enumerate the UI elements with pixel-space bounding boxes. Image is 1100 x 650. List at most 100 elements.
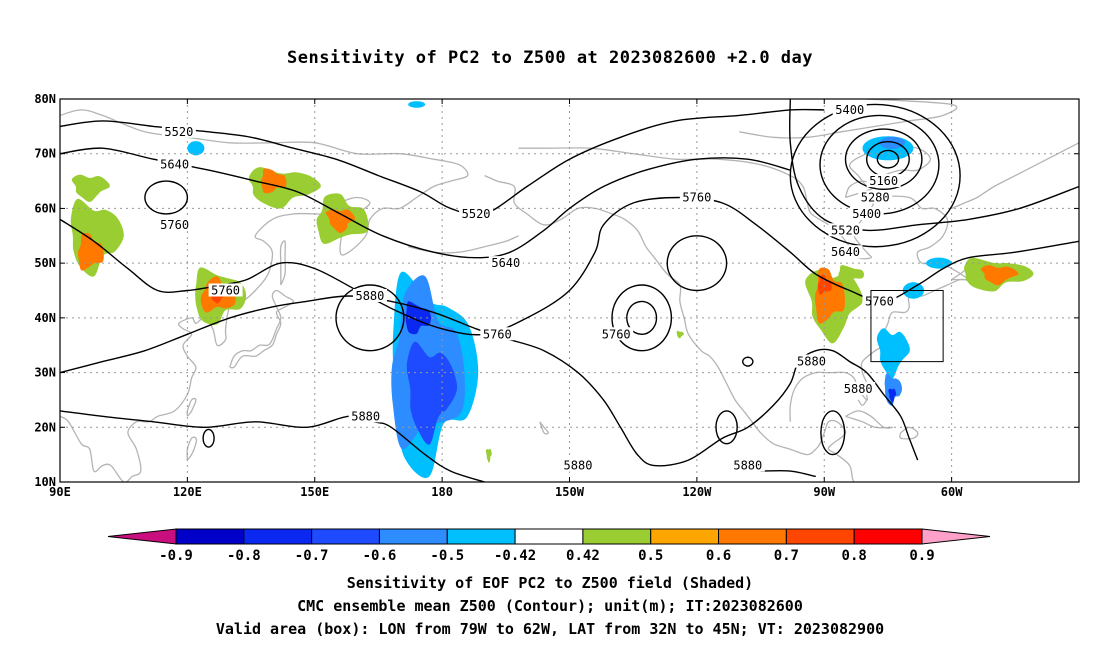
lat-label: 50N	[34, 256, 56, 270]
shade-blue	[406, 341, 458, 445]
lat-label: 40N	[34, 311, 56, 325]
contour-label-bg	[480, 327, 515, 341]
lon-label: 90E	[49, 485, 71, 499]
shade-red	[817, 274, 832, 295]
contour-label: 5640	[831, 245, 860, 259]
lon-label: 90W	[813, 485, 835, 499]
colorbar-box	[446, 528, 516, 545]
colorbar-box	[650, 528, 720, 545]
contour-labels: 5520 5640 5760 5760 5880 5520 5640 5760 5760 5760…	[157, 102, 901, 473]
contour-label-bg	[828, 223, 863, 237]
colorbar-min-triangle	[107, 528, 177, 545]
contour-label-bg	[208, 283, 243, 297]
contour-label: 5520	[831, 223, 860, 237]
colorbar-label: -0.6	[363, 548, 397, 564]
shade-green	[838, 265, 865, 283]
contour-label: 5880	[355, 289, 384, 303]
shade-blue-light	[408, 101, 426, 108]
lat-label: 10N	[34, 475, 56, 489]
contour-label: 5400	[852, 207, 881, 221]
contour-label-bg	[858, 190, 893, 204]
caption-valid-area: Valid area (box): LON from 79W to 62W, L…	[215, 620, 885, 638]
coast-baffin	[848, 146, 932, 188]
map-title: Sensitivity of PC2 to Z500 at 2023082600…	[286, 48, 813, 68]
colorbar-box	[243, 528, 313, 545]
coast-taiwan	[186, 397, 197, 417]
lon-label: 120E	[173, 485, 202, 499]
contour-label-bg	[866, 174, 901, 188]
contour-5880-subtrop	[60, 410, 485, 482]
colorbar-label: 0.5	[638, 548, 663, 564]
lat-label: 20N	[34, 420, 56, 434]
colorbar-label: 0.7	[774, 548, 799, 564]
shade-orange	[78, 233, 104, 271]
shade-green	[676, 330, 684, 339]
colorbar-label: 0.9	[909, 548, 934, 564]
contour-5880-tail	[760, 469, 816, 478]
lon-label: 60W	[941, 485, 963, 499]
colorbar-label: -0.9	[159, 548, 193, 564]
contour-label: 5760	[602, 327, 631, 341]
contour-label-bg	[352, 288, 387, 302]
lat-label: 70N	[34, 147, 56, 161]
contour-label: 5760	[682, 190, 711, 204]
shade-orange	[980, 265, 1019, 286]
colorbar: -0.9 -0.8 -0.7 -0.6 -0.5 -0.42 0.42 0.5 0.6 0.7 0.…	[107, 528, 991, 564]
contour-5520-east	[819, 114, 940, 215]
contour-label: 5760	[211, 284, 240, 298]
z500-contours	[60, 99, 1079, 482]
colorbar-label: 0.42	[566, 548, 600, 564]
colorbar-box	[514, 528, 584, 545]
axis-ticks	[59, 98, 1079, 483]
contour-label-bg	[161, 124, 196, 138]
contour-5640	[60, 147, 791, 259]
shade-blue-light	[876, 328, 910, 379]
shade-blue-light	[187, 141, 205, 156]
coast-greenland	[951, 142, 1079, 209]
shade-blue-dark	[888, 388, 897, 403]
shade-blue-light	[926, 257, 952, 269]
contour-label-bg	[488, 256, 523, 270]
contour-5760-west-closed	[144, 180, 189, 215]
colorbar-box	[853, 528, 923, 545]
contour-label-bg	[730, 458, 765, 472]
contour-label-bg	[157, 157, 192, 171]
contour-label: 5640	[491, 256, 520, 270]
contour-label: 5160	[869, 174, 898, 188]
colorbar-box	[582, 528, 652, 545]
contour-label-bg	[832, 102, 867, 116]
contour-label: 5280	[861, 190, 890, 204]
shade-orange	[325, 209, 356, 234]
contour-label-bg	[599, 327, 634, 341]
coast-florida-keys	[857, 399, 868, 407]
shade-blue	[879, 136, 905, 149]
contour-5760-east-low	[666, 235, 728, 292]
contour-label: 5400	[835, 103, 864, 117]
colorbar-box	[311, 528, 380, 545]
contour-label: 5880	[733, 459, 762, 473]
contour-5880-west	[60, 295, 511, 374]
shade-green	[485, 448, 492, 463]
coastlines	[60, 99, 1079, 482]
colorbar-label: 0.6	[706, 548, 731, 564]
contour-label: 5880	[797, 355, 826, 369]
contour-label-bg	[560, 458, 595, 472]
colorbar-box	[175, 528, 245, 545]
contour-5880-cell-3	[820, 410, 846, 456]
caption-shading: Sensitivity of EOF PC2 to Z500 field (Sh…	[346, 574, 754, 592]
valid-area-box	[870, 290, 944, 363]
gridlines	[60, 99, 1079, 482]
colorbar-box	[718, 528, 787, 545]
map-plot: 5520 5640 5760 5760 5880 5520 5640 5760 5760 5760…	[60, 99, 1079, 482]
contour-5880-cell-2	[202, 428, 215, 448]
colorbar-label: -0.5	[430, 548, 464, 564]
contour-label-bg	[157, 217, 192, 231]
contour-label: 5760	[865, 294, 894, 308]
shade-green	[71, 174, 110, 203]
contour-5520	[60, 108, 825, 216]
contour-5820-low-pac	[626, 300, 658, 336]
lon-label: 180	[431, 485, 453, 499]
contour-label-bg	[841, 381, 876, 395]
